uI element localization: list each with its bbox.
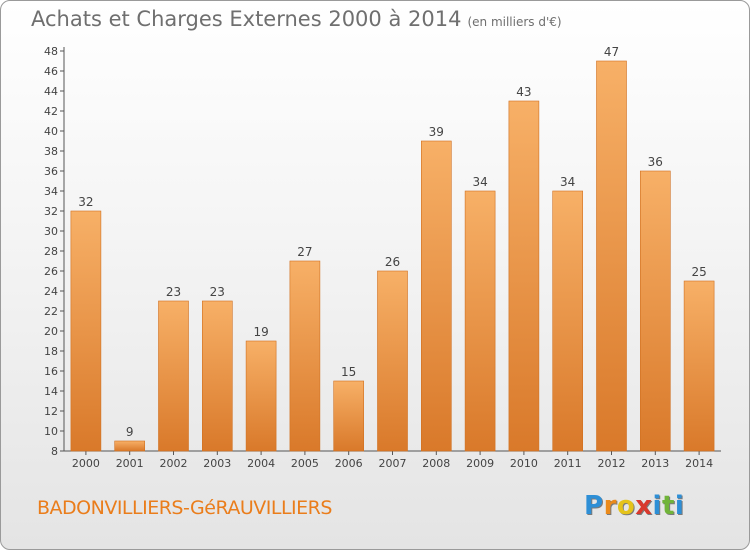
- bar: [683, 280, 715, 452]
- bar: [377, 270, 408, 452]
- bar: [464, 190, 496, 452]
- y-tick-label: 36: [44, 165, 58, 178]
- bar-value-label: 27: [297, 245, 312, 259]
- chart-title: Achats et Charges Externes 2000 à 2014 (e…: [31, 7, 562, 31]
- y-tick-label: 22: [44, 305, 58, 318]
- x-tick-label: 2005: [291, 457, 319, 470]
- bar-value-label: 34: [472, 175, 487, 189]
- chart-title-text: Achats et Charges Externes 2000 à 2014: [31, 7, 462, 31]
- y-tick-label: 24: [44, 285, 58, 298]
- x-tick-label: 2008: [422, 457, 450, 470]
- x-tick-label: 2006: [335, 457, 363, 470]
- bar-value-label: 36: [648, 155, 663, 169]
- bar-value-label: 23: [166, 285, 181, 299]
- bar-value-label: 19: [253, 325, 268, 339]
- bar-value-label: 39: [429, 125, 444, 139]
- bar: [114, 440, 145, 452]
- bar: [508, 100, 540, 452]
- x-tick-label: 2011: [554, 457, 582, 470]
- y-tick-label: 46: [44, 65, 58, 78]
- logo-letter: i: [652, 491, 662, 521]
- chart-subtitle: (en milliers d'€): [467, 15, 562, 29]
- bar: [70, 210, 102, 452]
- x-tick-label: 2001: [116, 457, 144, 470]
- x-tick-label: 2012: [598, 457, 626, 470]
- y-tick-label: 10: [44, 425, 58, 438]
- y-tick-label: 28: [44, 245, 58, 258]
- y-tick-label: 38: [44, 145, 58, 158]
- bar: [245, 340, 277, 452]
- logo-letter: t: [661, 491, 675, 521]
- bar: [596, 60, 627, 452]
- y-tick-label: 32: [44, 205, 58, 218]
- x-tick-label: 2007: [379, 457, 407, 470]
- bar-value-label: 47: [604, 45, 619, 59]
- bar-value-label: 25: [691, 265, 706, 279]
- location-label: BADONVILLIERS-GéRAUVILLIERS: [37, 497, 332, 519]
- bar: [202, 300, 233, 452]
- bar: [333, 380, 365, 452]
- bar: [552, 190, 584, 452]
- x-tick-label: 2010: [510, 457, 538, 470]
- y-tick-label: 16: [44, 365, 58, 378]
- x-tick-label: 2014: [685, 457, 713, 470]
- y-tick-label: 40: [44, 125, 58, 138]
- x-tick-label: 2009: [466, 457, 494, 470]
- bar-value-label: 43: [516, 85, 531, 99]
- bar-value-label: 32: [78, 195, 93, 209]
- x-tick-label: 2003: [203, 457, 231, 470]
- bar: [158, 300, 189, 452]
- y-tick-label: 44: [44, 85, 58, 98]
- bar: [639, 170, 671, 452]
- y-tick-label: 8: [51, 445, 58, 458]
- x-tick-label: 2013: [641, 457, 669, 470]
- logo-letter: o: [616, 491, 636, 521]
- y-tick-label: 34: [44, 185, 58, 198]
- x-tick-label: 2002: [160, 457, 188, 470]
- y-tick-label: 14: [44, 385, 58, 398]
- y-tick-label: 12: [44, 405, 58, 418]
- x-tick-label: 2004: [247, 457, 275, 470]
- y-tick-label: 20: [44, 325, 58, 338]
- x-tick-label: 2000: [72, 457, 100, 470]
- y-tick-label: 42: [44, 105, 58, 118]
- y-tick-label: 30: [44, 225, 58, 238]
- logo-letter: i: [674, 491, 685, 521]
- y-tick-label: 26: [44, 265, 58, 278]
- bar-value-label: 26: [385, 255, 400, 269]
- y-tick-label: 18: [44, 345, 58, 358]
- bar: [289, 260, 321, 452]
- proxiti-logo: Proxiti: [584, 491, 684, 521]
- bar-value-label: 34: [560, 175, 575, 189]
- logo-letter: x: [635, 491, 653, 521]
- bar-value-label: 23: [210, 285, 225, 299]
- bar-value-label: 9: [126, 425, 134, 439]
- y-tick-label: 48: [44, 45, 58, 58]
- logo-letter: P: [584, 491, 604, 521]
- bar-value-label: 15: [341, 365, 356, 379]
- bar: [420, 140, 452, 452]
- logo-letter: r: [603, 491, 617, 521]
